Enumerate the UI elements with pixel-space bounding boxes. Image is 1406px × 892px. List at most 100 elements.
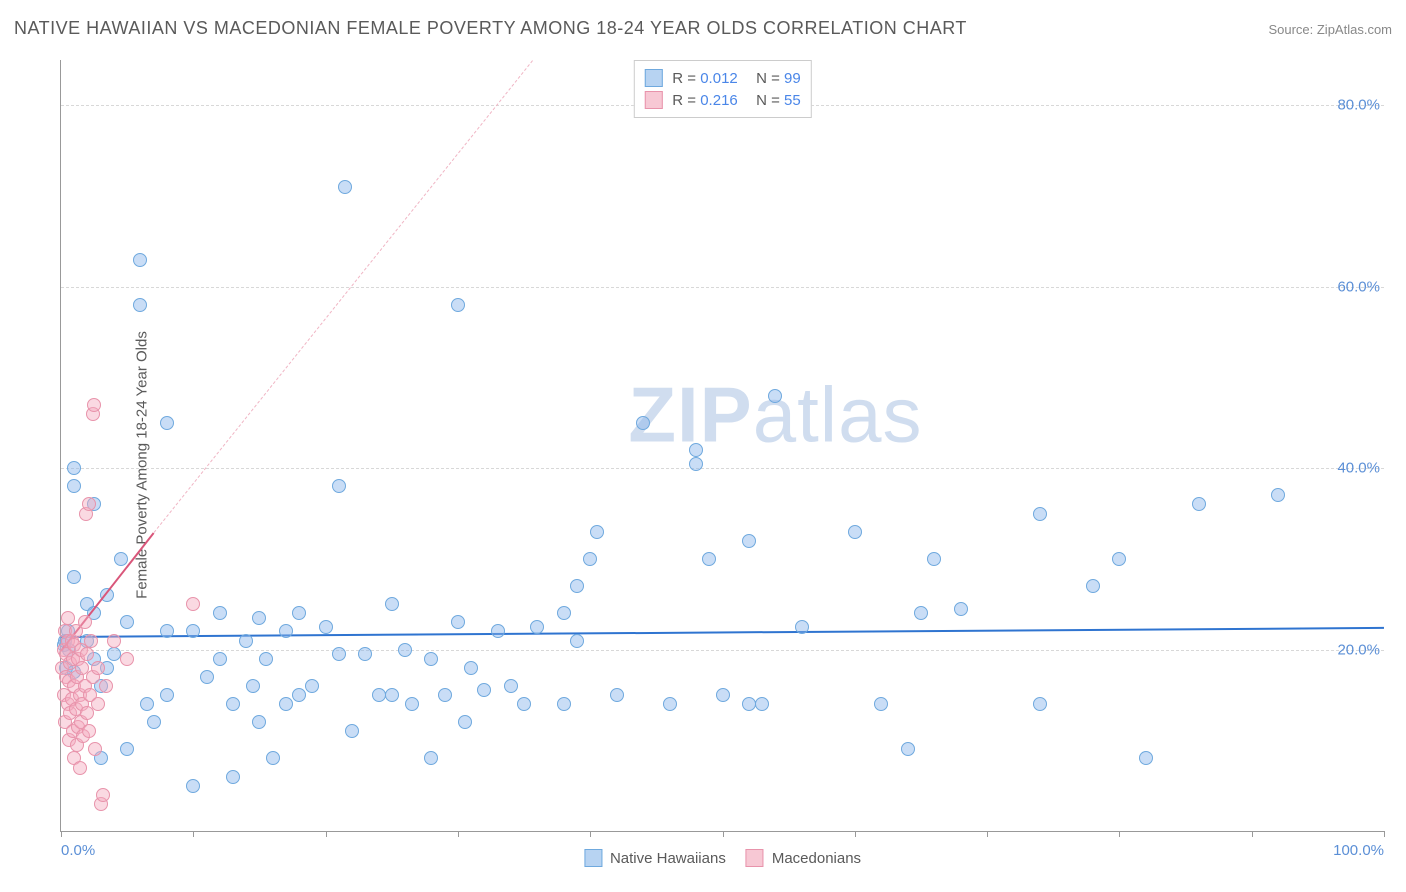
data-point — [133, 253, 147, 267]
y-tick-label: 60.0% — [1337, 278, 1380, 295]
x-tick — [61, 831, 62, 837]
data-point — [84, 634, 98, 648]
data-point — [160, 688, 174, 702]
legend-item: Native Hawaiians — [584, 849, 726, 867]
data-point — [226, 770, 240, 784]
data-point — [689, 443, 703, 457]
source-label: Source: ZipAtlas.com — [1268, 22, 1392, 37]
x-tick-label: 0.0% — [61, 842, 95, 859]
x-tick — [1384, 831, 1385, 837]
data-point — [517, 697, 531, 711]
data-point — [742, 697, 756, 711]
data-point — [1033, 507, 1047, 521]
data-point — [160, 624, 174, 638]
data-point — [239, 634, 253, 648]
x-tick — [1119, 831, 1120, 837]
data-point — [96, 788, 110, 802]
data-point — [451, 298, 465, 312]
trend-line — [61, 627, 1384, 638]
plot-area: R = 0.012 N = 99R = 0.216 N = 55 ZIPatla… — [60, 60, 1384, 832]
data-point — [636, 416, 650, 430]
data-point — [570, 634, 584, 648]
legend-item: Macedonians — [746, 849, 861, 867]
data-point — [557, 697, 571, 711]
data-point — [61, 611, 75, 625]
data-point — [80, 647, 94, 661]
data-point — [530, 620, 544, 634]
data-point — [99, 679, 113, 693]
data-point — [292, 688, 306, 702]
data-point — [82, 497, 96, 511]
data-point — [133, 298, 147, 312]
data-point — [874, 697, 888, 711]
data-point — [1086, 579, 1100, 593]
data-point — [73, 761, 87, 775]
data-point — [1139, 751, 1153, 765]
x-tick — [590, 831, 591, 837]
data-point — [504, 679, 518, 693]
data-point — [186, 624, 200, 638]
data-point — [120, 652, 134, 666]
data-point — [266, 751, 280, 765]
data-point — [451, 615, 465, 629]
data-point — [120, 615, 134, 629]
chart-title: NATIVE HAWAIIAN VS MACEDONIAN FEMALE POV… — [14, 18, 967, 39]
data-point — [424, 652, 438, 666]
x-tick-label: 100.0% — [1333, 842, 1384, 859]
legend-label: Macedonians — [772, 850, 861, 867]
data-point — [663, 697, 677, 711]
data-point — [848, 525, 862, 539]
data-point — [768, 389, 782, 403]
y-tick-label: 80.0% — [1337, 97, 1380, 114]
gridline — [61, 468, 1384, 469]
data-point — [160, 416, 174, 430]
data-point — [405, 697, 419, 711]
data-point — [120, 742, 134, 756]
data-point — [398, 643, 412, 657]
y-tick-label: 20.0% — [1337, 641, 1380, 658]
data-point — [78, 615, 92, 629]
data-point — [385, 597, 399, 611]
gridline — [61, 287, 1384, 288]
data-point — [88, 742, 102, 756]
data-point — [755, 697, 769, 711]
r-label: R = 0.216 — [672, 92, 737, 109]
data-point — [259, 652, 273, 666]
gridline — [61, 650, 1384, 651]
data-point — [91, 697, 105, 711]
n-label: N = 55 — [748, 92, 801, 109]
data-point — [107, 647, 121, 661]
data-point — [464, 661, 478, 675]
data-point — [305, 679, 319, 693]
data-point — [954, 602, 968, 616]
x-tick — [987, 831, 988, 837]
data-point — [279, 697, 293, 711]
data-point — [358, 647, 372, 661]
data-point — [279, 624, 293, 638]
data-point — [458, 715, 472, 729]
x-tick — [458, 831, 459, 837]
data-point — [67, 479, 81, 493]
data-point — [742, 534, 756, 548]
data-point — [345, 724, 359, 738]
data-point — [319, 620, 333, 634]
data-point — [477, 683, 491, 697]
data-point — [901, 742, 915, 756]
legend-label: Native Hawaiians — [610, 850, 726, 867]
x-tick — [1252, 831, 1253, 837]
data-point — [252, 611, 266, 625]
chart-container: Female Poverty Among 18-24 Year Olds R =… — [14, 52, 1392, 878]
data-point — [200, 670, 214, 684]
data-point — [590, 525, 604, 539]
data-point — [1192, 497, 1206, 511]
data-point — [186, 779, 200, 793]
data-point — [87, 398, 101, 412]
data-point — [147, 715, 161, 729]
data-point — [491, 624, 505, 638]
n-label: N = 99 — [748, 70, 801, 87]
data-point — [82, 724, 96, 738]
legend-swatch — [746, 849, 764, 867]
legend-swatch — [644, 69, 662, 87]
watermark: ZIPatlas — [628, 369, 922, 460]
data-point — [67, 570, 81, 584]
